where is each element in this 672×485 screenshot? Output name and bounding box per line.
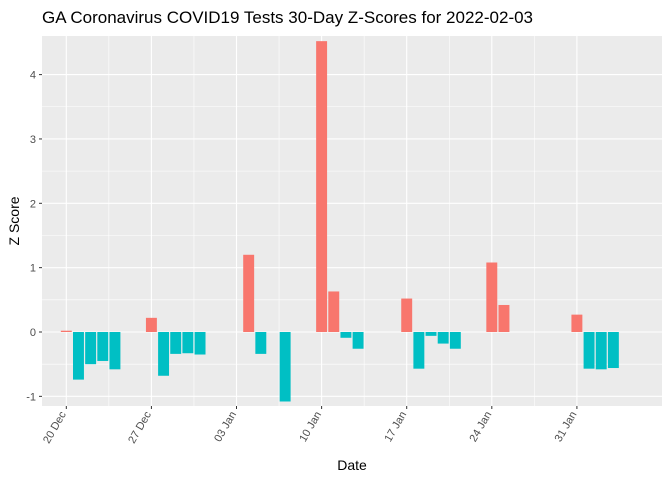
- y-tick-label: 2: [30, 198, 36, 210]
- bar: [607, 332, 619, 369]
- bar: [498, 304, 510, 332]
- bar: [97, 332, 109, 361]
- bar: [413, 332, 425, 369]
- chart-title: GA Coronavirus COVID19 Tests 30-Day Z-Sc…: [42, 8, 533, 27]
- bar: [571, 314, 583, 332]
- x-tick-label: 17 Jan: [382, 410, 409, 445]
- bar: [425, 332, 437, 336]
- bar: [182, 332, 194, 354]
- bar: [194, 332, 206, 355]
- bar: [170, 332, 182, 354]
- bar: [328, 291, 340, 332]
- minor-gridlines: [42, 36, 662, 406]
- bar: [401, 298, 413, 332]
- y-tick-label: 0: [30, 327, 36, 339]
- y-tick-label: -1: [26, 391, 36, 403]
- y-axis: -1 0 1 2 3 4: [26, 70, 42, 403]
- bars-group: [60, 41, 619, 402]
- bar: [316, 41, 328, 333]
- bar: [486, 262, 498, 332]
- bar: [158, 332, 170, 376]
- y-axis-title: Z Score: [6, 196, 22, 245]
- bar: [73, 332, 84, 380]
- bar: [437, 332, 449, 344]
- bar: [255, 332, 267, 354]
- bar: [243, 254, 255, 332]
- bar: [109, 332, 121, 370]
- x-tick-label: 10 Jan: [297, 410, 324, 445]
- bar: [449, 332, 461, 349]
- x-axis-title: Date: [337, 457, 367, 473]
- bar: [85, 332, 97, 365]
- bar: [60, 330, 72, 332]
- x-tick-label: 24 Jan: [467, 410, 494, 445]
- x-tick-label: 27 Dec: [126, 409, 154, 446]
- y-tick-label: 3: [30, 134, 36, 146]
- bar: [583, 332, 595, 369]
- x-tick-label: 03 Jan: [212, 410, 239, 445]
- bar: [595, 332, 607, 370]
- bar: [279, 332, 291, 402]
- bar: [340, 332, 352, 338]
- y-tick-label: 1: [30, 263, 36, 275]
- major-gridlines: [42, 36, 662, 406]
- plot-panel: [42, 36, 662, 406]
- bar: [352, 332, 364, 349]
- x-tick-label: 20 Dec: [41, 409, 69, 446]
- x-tick-label: 31 Jan: [553, 410, 580, 445]
- bar: [145, 317, 157, 332]
- y-tick-label: 4: [30, 70, 36, 82]
- x-axis: 20 Dec 27 Dec 03 Jan 10 Jan 17 Jan 24 Jan 31 J…: [41, 406, 580, 446]
